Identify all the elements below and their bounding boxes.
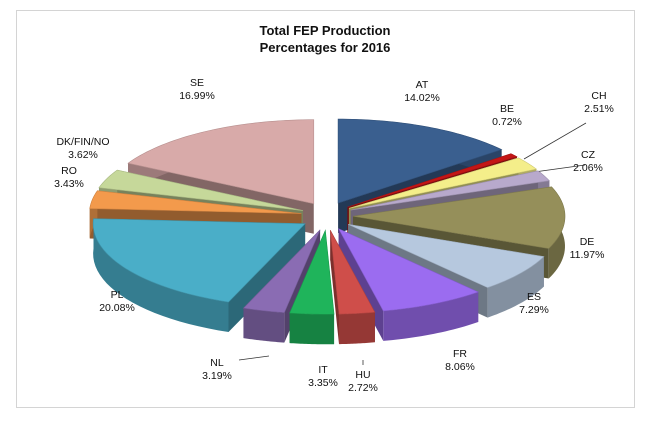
slice-percent-it: 3.35%: [308, 377, 338, 389]
slice-name-ro: RO: [61, 165, 77, 177]
slice-it: [289, 229, 335, 315]
slice-name-de: DE: [580, 236, 595, 248]
slice-name-se: SE: [190, 77, 204, 89]
slice-ch: [348, 157, 538, 209]
slice-name-nl: NL: [210, 357, 224, 369]
slice-percent-at: 14.02%: [404, 92, 440, 104]
slice-name-be: BE: [500, 103, 514, 115]
pie-chart: Total FEP Production Percentages for 201…: [54, 23, 614, 394]
slice-percent-es: 7.29%: [519, 304, 549, 316]
chart-frame: Total FEP Production Percentages for 201…: [16, 10, 635, 408]
slice-de: [352, 186, 566, 249]
slice-name-ch: CH: [591, 90, 606, 102]
slice-cz: [350, 170, 550, 211]
chart-title-line-2: Percentages for 2016: [260, 40, 391, 55]
slice-name-at: AT: [416, 79, 429, 91]
slice-ro: [89, 190, 302, 214]
slice-name-pl: PL: [111, 289, 124, 301]
slice-fr: [337, 228, 480, 312]
slice-percent-de: 11.97%: [570, 249, 605, 261]
slice-percent-be: 0.72%: [492, 116, 522, 128]
slice-rim-nl: [243, 308, 285, 343]
slice-nl: [242, 229, 321, 313]
slice-percent-se: 16.99%: [179, 90, 215, 102]
leader-line-ch: [523, 122, 587, 160]
slice-percent-fr: 8.06%: [445, 361, 475, 373]
slice-hu: [329, 230, 376, 315]
slice-name-es: ES: [527, 291, 541, 303]
slice-be: [347, 153, 518, 208]
slice-name-it: IT: [318, 364, 328, 376]
slice-es: [347, 224, 545, 288]
slice-at: [337, 118, 503, 204]
slice-percent-cz: 2.06%: [573, 162, 603, 174]
slice-wall-hu-1: [330, 230, 340, 345]
slice-se: [127, 119, 315, 205]
slice-name-fr: FR: [453, 348, 467, 360]
slice-percent-pl: 20.08%: [99, 302, 135, 314]
slice-percent-dk-fin-no: 3.62%: [68, 149, 98, 161]
slice-rim-it: [289, 313, 335, 345]
slice-pl: [92, 218, 306, 303]
chart-title-line-1: Total FEP Production: [260, 23, 391, 38]
slice-name-dk-fin-no: DK/FIN/NO: [56, 136, 109, 148]
slice-rim-fr: [383, 292, 479, 341]
leader-line-nl: [238, 355, 270, 361]
slice-percent-hu: 2.72%: [348, 382, 378, 394]
slice-rim-es: [487, 256, 544, 318]
slice-rim-hu: [339, 312, 375, 345]
slice-rim-pl: [93, 218, 229, 333]
slice-name-hu: HU: [355, 369, 370, 381]
slice-percent-nl: 3.19%: [202, 370, 232, 382]
slice-name-cz: CZ: [581, 149, 596, 161]
slice-percent-ch: 2.51%: [584, 103, 614, 115]
slice-dk-fin-no: [98, 169, 304, 211]
slice-percent-ro: 3.43%: [54, 178, 84, 190]
